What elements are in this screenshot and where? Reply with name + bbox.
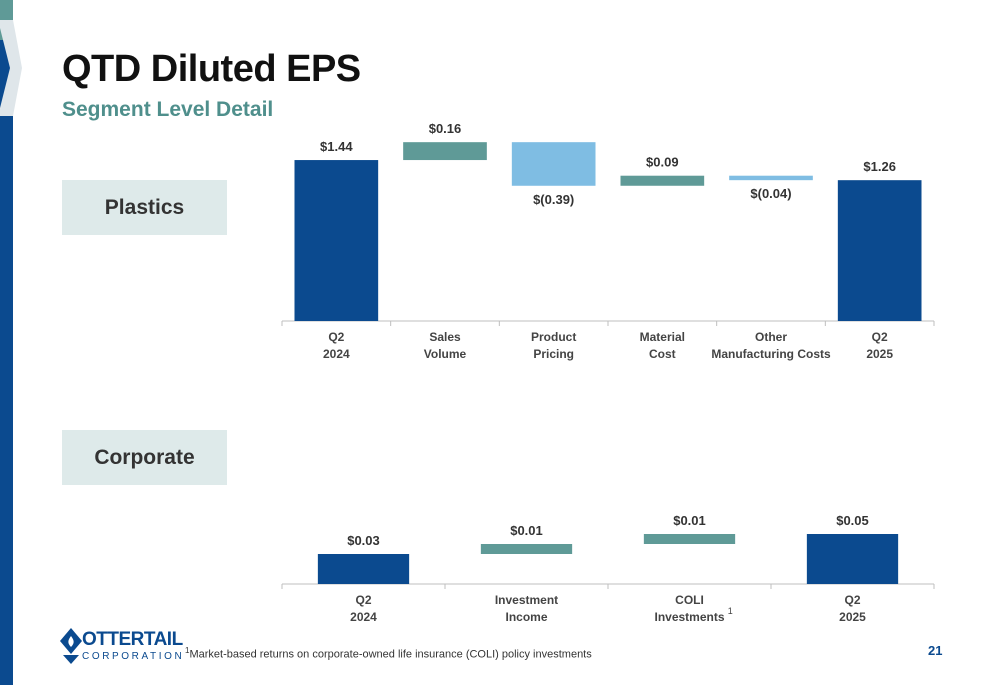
plastics-category-label-2: Volume <box>424 347 467 361</box>
corporate-bar-3 <box>643 534 736 544</box>
plastics-category-label-1: 2024 <box>323 347 350 361</box>
corporate-category-label-2: Investment <box>495 593 558 607</box>
plastics-data-label-6: $1.26 <box>863 159 896 174</box>
plastics-data-label-5: $(0.04) <box>750 186 791 201</box>
corporate-bar-4 <box>806 534 899 584</box>
plastics-bar-4 <box>620 175 705 186</box>
ottertail-logo-icon <box>60 628 82 664</box>
plastics-bar-2 <box>403 142 487 161</box>
plastics-category-label-4: Cost <box>649 347 676 361</box>
plastics-category-label-5: Manufacturing Costs <box>711 347 831 361</box>
corporate-category-label-3: COLI <box>675 593 704 607</box>
left-accent-bar <box>0 0 13 685</box>
plastics-category-label-3: Pricing <box>533 347 574 361</box>
corporate-category-label-4: 2025 <box>839 610 866 624</box>
page-title: QTD Diluted EPS <box>62 48 361 90</box>
page-subtitle: Segment Level Detail <box>62 98 274 121</box>
footnote-text: Market-based returns on corporate-owned … <box>189 648 592 661</box>
footnote: 1Market-based returns on corporate-owned… <box>185 646 592 661</box>
plastics-category-label-3: Product <box>531 330 576 344</box>
plastics-data-label-1: $1.44 <box>320 139 353 154</box>
plastics-bar-6 <box>837 180 922 321</box>
plastics-data-label-4: $0.09 <box>646 155 679 170</box>
plastics-category-label-5: Other <box>755 330 787 344</box>
logo-tagline: CORPORATION <box>82 651 185 662</box>
plastics-bar-5 <box>729 175 813 181</box>
plastics-bar-1 <box>294 160 379 321</box>
plastics-bar-3 <box>511 142 596 186</box>
plastics-data-label-2: $0.16 <box>429 121 462 136</box>
corporate-category-label-1: 2024 <box>350 610 377 624</box>
plastics-category-label-1: Q2 <box>328 330 344 344</box>
plastics-category-label-6: 2025 <box>866 347 893 361</box>
corporate-category-label-3: Investments <box>654 610 724 624</box>
corporate-bar-1 <box>317 554 410 584</box>
page-number: 21 <box>928 643 943 658</box>
corporate-bar-2 <box>480 544 573 554</box>
plastics-data-label-3: $(0.39) <box>533 192 574 207</box>
corporate-category-label-2: Income <box>505 610 547 624</box>
logo-name: OTTERTAIL <box>82 629 183 650</box>
corporate-data-label-4: $0.05 <box>836 513 869 528</box>
footnote-mark: 1 <box>185 646 190 655</box>
corporate-footnote-ref: 1 <box>728 606 733 616</box>
corporate-data-label-1: $0.03 <box>347 533 380 548</box>
segment-label-corporate: Corporate <box>62 430 227 485</box>
corporate-category-label-4: Q2 <box>844 593 860 607</box>
corporate-data-label-2: $0.01 <box>510 523 543 538</box>
corporate-category-label-1: Q2 <box>355 593 371 607</box>
plastics-category-label-2: Sales <box>429 330 461 344</box>
corporate-data-label-3: $0.01 <box>673 513 706 528</box>
segment-label-plastics: Plastics <box>62 180 227 235</box>
plastics-category-label-4: Material <box>640 330 685 344</box>
chevron-decoration-icon <box>0 20 22 116</box>
plastics-waterfall-chart: $1.44 Q2 2024 $0.16 Sales Volume $(0.39) Produc… <box>281 121 935 361</box>
plastics-category-label-6: Q2 <box>872 330 888 344</box>
